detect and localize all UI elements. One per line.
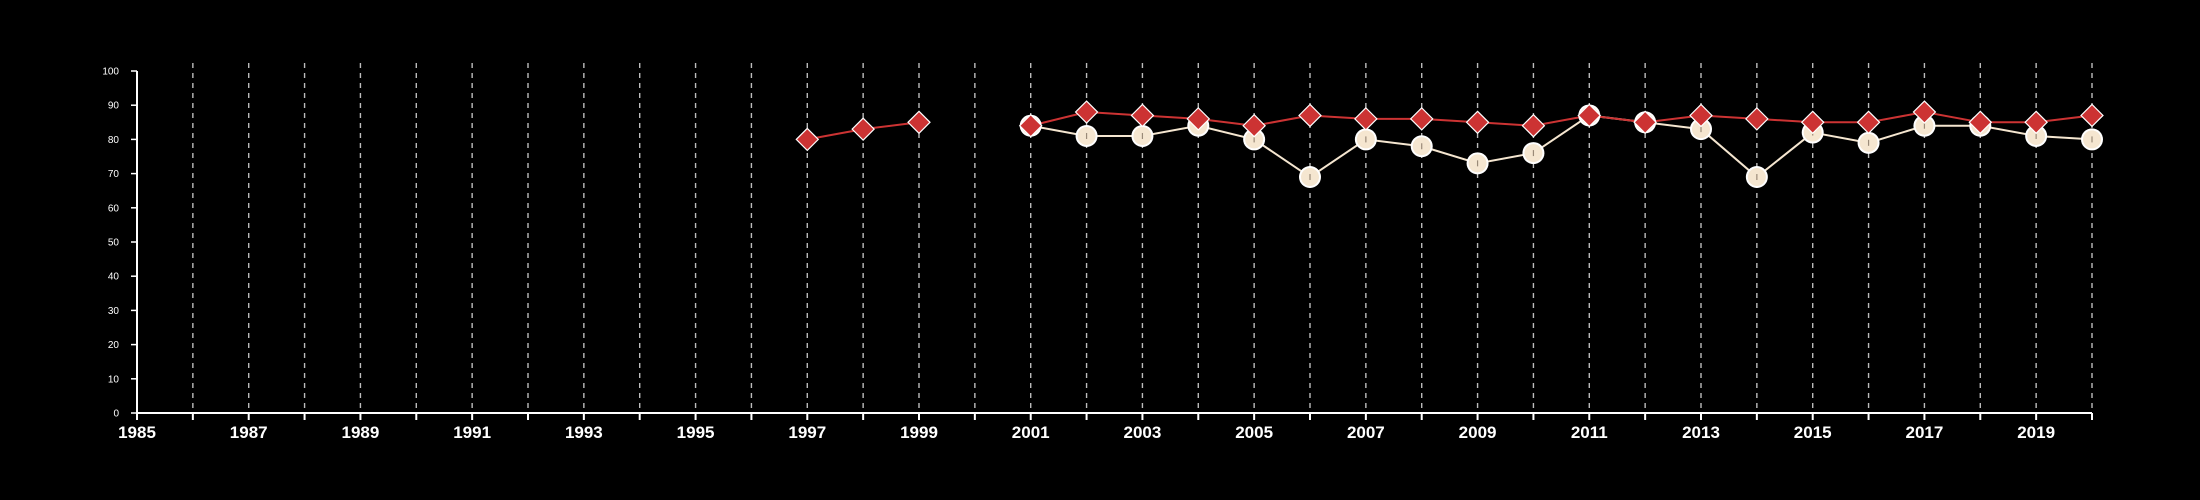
x-tick-label-2019: 2019 [2017, 423, 2055, 442]
y-tick-label-40: 40 [108, 272, 120, 283]
series-1-marker-2015 [1800, 110, 1825, 135]
tick-labels: 1985 1987 1989 1991 1993 1995 1997 1999 2001 2003… [102, 67, 2055, 443]
series-1-marker-2010 [1521, 113, 1546, 138]
series-1-marker-2012 [1633, 110, 1657, 135]
x-tick-label-2009: 2009 [1459, 423, 1497, 442]
y-tick-label-20: 20 [108, 340, 120, 351]
axes [131, 70, 2093, 420]
y-tick-label-90: 90 [108, 101, 120, 112]
grid-lines [192, 63, 2093, 413]
series-1-marker-2007 [1354, 107, 1378, 131]
y-tick-label-80: 80 [108, 135, 120, 146]
x-tick-label-1985: 1985 [118, 423, 156, 442]
series-1-marker-2008 [1409, 107, 1434, 131]
x-tick-label-1991: 1991 [453, 423, 491, 442]
series-1-marker-2016 [1856, 110, 1881, 135]
y-tick-label-10: 10 [108, 374, 120, 385]
x-tick-label-2005: 2005 [1235, 423, 1273, 442]
y-tick-label-100: 100 [102, 67, 119, 78]
x-tick-label-1999: 1999 [900, 423, 938, 442]
series-1-marker-2006 [1298, 103, 1322, 128]
series-1-marker-1997 [795, 127, 820, 152]
series-markers [795, 100, 2104, 189]
series-1-marker-2003 [1130, 103, 1155, 128]
x-tick-label-2013: 2013 [1682, 423, 1720, 442]
x-tick-label-1997: 1997 [788, 423, 826, 442]
x-tick-label-1987: 1987 [230, 423, 268, 442]
y-tick-label-0: 0 [113, 409, 119, 420]
x-tick-label-1993: 1993 [565, 423, 603, 442]
series-1-marker-1998 [851, 117, 875, 141]
y-tick-label-30: 30 [108, 306, 120, 317]
series-1-marker-2018 [1968, 110, 1993, 135]
series-1-marker-2001 [1018, 113, 1043, 138]
x-tick-label-2011: 2011 [1571, 423, 1608, 442]
x-tick-label-1989: 1989 [342, 423, 380, 442]
series-1-marker-2004 [1186, 107, 1211, 131]
x-tick-label-2003: 2003 [1124, 423, 1162, 442]
y-tick-label-60: 60 [108, 203, 120, 214]
y-tick-label-70: 70 [108, 169, 120, 180]
series-1-marker-2005 [1242, 113, 1266, 138]
series-1-marker-2002 [1074, 100, 1099, 124]
x-tick-label-2015: 2015 [1794, 423, 1832, 442]
series-1-marker-2013 [1689, 103, 1713, 128]
series-1-marker-2014 [1745, 107, 1769, 131]
series-1-marker-1999 [907, 110, 931, 135]
y-tick-label-50: 50 [108, 238, 120, 249]
series-1-marker-2011 [1577, 103, 1602, 128]
x-tick-label-2017: 2017 [1906, 423, 1944, 442]
x-tick-label-2007: 2007 [1347, 423, 1385, 442]
series-1-marker-2009 [1465, 110, 1490, 135]
series-1-marker-2019 [2024, 110, 2048, 135]
series-1-marker-2017 [1912, 100, 1937, 124]
x-tick-label-2001: 2001 [1012, 423, 1050, 442]
series-1-marker-2020 [2080, 103, 2104, 128]
x-tick-label-1995: 1995 [677, 423, 715, 442]
